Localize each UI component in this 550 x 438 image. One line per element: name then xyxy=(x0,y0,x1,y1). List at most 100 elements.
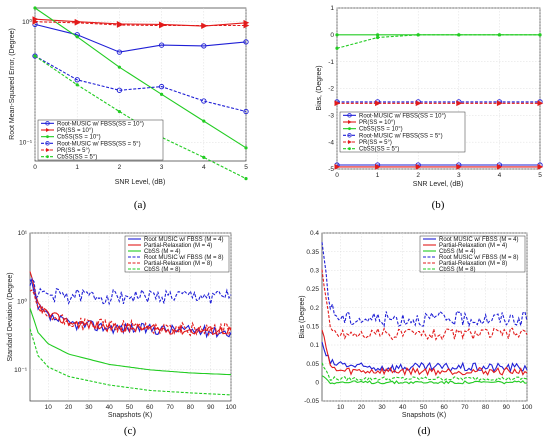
data-point xyxy=(243,22,250,29)
data-point xyxy=(456,100,463,107)
data-point xyxy=(116,22,123,28)
legend-box xyxy=(124,235,230,273)
y-tick-label: 0.05 xyxy=(306,361,319,368)
caption-a: (a) xyxy=(134,199,147,211)
series-line xyxy=(29,289,232,337)
ylabel-d: Bias (Degree) xyxy=(299,295,306,338)
data-point xyxy=(497,33,501,37)
data-point xyxy=(33,6,37,10)
y-tick-label: 0.4 xyxy=(310,230,319,237)
y-tick-label: 10⁻¹ xyxy=(14,367,28,374)
x-tick-label: 50 xyxy=(420,404,428,411)
legend-label: Root MUSIC w/ FBSS (M = 4) xyxy=(439,237,519,243)
legend-label: PR(SS = 5°) xyxy=(359,140,392,146)
data-point xyxy=(416,33,420,37)
data-point xyxy=(537,100,544,107)
data-point xyxy=(117,109,121,114)
data-point xyxy=(201,22,208,29)
data-point xyxy=(158,83,165,90)
x-tick-label: 3 xyxy=(457,172,461,179)
data-point xyxy=(376,33,380,37)
data-point xyxy=(244,146,248,150)
data-point xyxy=(75,83,79,87)
data-point xyxy=(375,100,381,107)
xlabel-a: SNR Level, (dB) xyxy=(115,179,166,186)
series-line xyxy=(34,21,246,27)
legend-label: Root MUSIC w/ FBSS (M = 4) xyxy=(144,237,224,243)
data-point xyxy=(202,155,206,159)
x-tick-label: 0 xyxy=(33,164,37,171)
data-point xyxy=(415,163,422,170)
series-line xyxy=(321,375,528,385)
y-tick-label: -2 xyxy=(328,86,334,93)
legend-marker xyxy=(347,133,352,138)
data-point xyxy=(375,163,381,170)
data-point xyxy=(117,65,121,69)
panel-d: 10 20 30 40 50 60 70 80 90 100 0.4 0.35 0.3 0.25 0.2 0.… xyxy=(299,230,533,437)
legend-marker xyxy=(347,113,352,118)
legend-box xyxy=(37,119,164,161)
y-tick-label: 10⁰ xyxy=(17,298,27,306)
legend-box xyxy=(339,111,466,153)
y-tick-label: -4 xyxy=(328,139,334,146)
x-tick-label: 100 xyxy=(522,404,533,411)
legend-marker xyxy=(46,135,49,139)
data-point xyxy=(415,100,422,107)
legend-label: CbSS(SS = 5°) xyxy=(57,155,97,161)
series-line xyxy=(34,55,247,113)
data-point xyxy=(160,92,164,96)
data-point xyxy=(158,42,165,48)
series-line xyxy=(29,277,232,306)
series-line xyxy=(321,341,528,374)
x-tick-label: 80 xyxy=(187,404,195,411)
x-tick-label: 1 xyxy=(376,172,380,179)
y-tick-label: 0.3 xyxy=(310,268,319,275)
x-tick-label: 30 xyxy=(378,404,386,411)
series-line xyxy=(34,7,247,149)
legend-label: Root MUSIC w/ FBSS (M = 8) xyxy=(439,255,519,261)
data-point xyxy=(457,33,461,37)
series-line xyxy=(321,362,528,382)
legend-label: PR(SS = 10°) xyxy=(57,128,93,134)
caption-c: (c) xyxy=(124,425,137,437)
legend-marker xyxy=(46,148,50,152)
legend-label: CbSS(SS = 5°) xyxy=(359,147,399,153)
legend-label: Root MUSIC w/ FBSS (M = 8) xyxy=(144,255,224,261)
data-point xyxy=(32,18,39,25)
y-tick-label: 10⁻¹ xyxy=(19,140,33,147)
x-tick-label: 2 xyxy=(118,164,122,171)
panel-a: 0 1 2 3 4 5 10⁻¹ 10⁰ SNR Level, (dB) Root Mean-… xyxy=(9,6,250,211)
data-point xyxy=(33,54,37,58)
y-tick-label: 0 xyxy=(315,380,319,387)
x-tick-label: 1 xyxy=(75,164,79,171)
x-tick-label: 50 xyxy=(126,404,134,411)
series-line xyxy=(321,242,528,328)
legend-label: Partial-Relaxation (M = 4) xyxy=(144,243,212,249)
series-line xyxy=(29,328,232,396)
legend-marker xyxy=(46,155,49,159)
legend-label: CbSS(SS = 10°) xyxy=(57,135,101,141)
x-tick-label: 2 xyxy=(416,172,420,179)
ylabel-c: Standard Deviation (Degree) xyxy=(7,272,14,361)
x-tick-label: 60 xyxy=(441,404,449,411)
legend-marker xyxy=(348,147,351,151)
data-point xyxy=(538,33,542,37)
y-tick-label: -3 xyxy=(328,113,334,120)
data-point xyxy=(32,53,38,59)
data-point xyxy=(116,87,123,93)
legend-label: CbSS (M = 4) xyxy=(439,249,476,255)
legend-label: PR(SS = 10°) xyxy=(359,120,395,126)
ylabel-b: Bias, (Degree) xyxy=(316,65,323,110)
y-tick-label: 10⁰ xyxy=(22,18,32,26)
data-point xyxy=(334,163,341,170)
data-point xyxy=(201,43,207,49)
legend-label: PR(SS = 5°) xyxy=(57,148,90,154)
x-tick-label: 10 xyxy=(337,404,345,411)
x-tick-label: 20 xyxy=(358,404,366,411)
legend-marker xyxy=(46,128,50,132)
x-tick-label: 3 xyxy=(160,164,164,171)
legend-marker xyxy=(348,120,352,124)
data-point xyxy=(243,39,249,45)
y-tick-label: 0.35 xyxy=(306,249,319,256)
